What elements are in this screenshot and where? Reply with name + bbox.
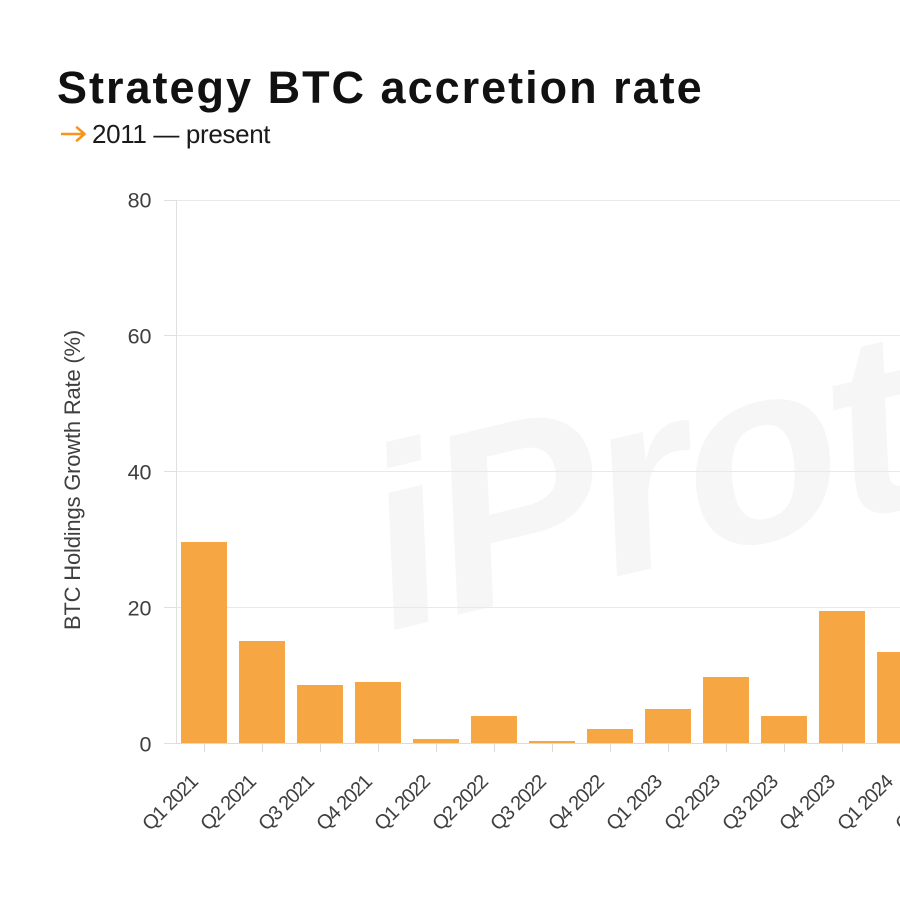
y-axis-tick (164, 607, 176, 609)
x-axis-line (175, 743, 900, 745)
gridline (175, 335, 900, 337)
x-axis-tick-label: Q1 2021 (138, 771, 203, 836)
x-axis-tick (783, 744, 785, 753)
y-axis-tick-label: 20 (127, 596, 152, 621)
y-axis-tick-label: 80 (127, 188, 152, 213)
x-axis-tick (667, 744, 669, 753)
bar-q4-2021 (355, 681, 402, 744)
x-axis-tick (436, 744, 438, 753)
x-axis-tick (262, 744, 264, 753)
bar-q1-2023 (644, 709, 691, 744)
x-axis-tick-label: Q3 2023 (717, 771, 782, 836)
y-axis-tick-label: 40 (127, 460, 152, 485)
x-axis-tick-label: Q2 2022 (428, 771, 493, 836)
y-axis-line (175, 199, 177, 744)
y-axis-tick-label: 0 (139, 732, 152, 757)
bar-q4-2023 (818, 610, 865, 744)
x-axis-tick (552, 744, 554, 753)
y-axis-tick (164, 335, 176, 337)
bar-q1-2024 (876, 652, 900, 744)
x-axis-tick (320, 744, 322, 753)
bar-q3-2021 (297, 684, 344, 744)
bar-q3-2023 (760, 716, 807, 744)
gridline (175, 607, 900, 609)
x-axis-tick-label: Q3 2021 (254, 771, 319, 836)
y-axis-tick (164, 471, 176, 473)
x-axis-tick (610, 744, 612, 753)
y-axis-tick (164, 199, 176, 201)
bar-q2-2021 (239, 640, 286, 744)
arrow-right-icon (61, 126, 86, 142)
x-axis-tick-label: Q1 2023 (601, 771, 666, 836)
x-axis-tick-label: Q4 2023 (775, 771, 840, 836)
x-axis-tick-label: Q3 2022 (486, 771, 550, 836)
bar-q1-2021 (181, 542, 228, 744)
y-axis-tick (164, 743, 176, 745)
y-axis-tick-label: 60 (127, 324, 152, 349)
x-axis-tick (378, 744, 380, 753)
x-axis-tick-label: Q1 2024 (833, 771, 898, 836)
watermark: iProtos (336, 212, 900, 685)
chart-title: Strategy BTC accretion rate (57, 62, 704, 113)
x-axis-tick-label: Q2 2021 (196, 771, 261, 836)
bar-q3-2022 (529, 740, 576, 744)
chart-subtitle: 2011 — present (61, 119, 271, 149)
x-axis-tick (725, 744, 727, 753)
gridline (175, 199, 900, 201)
x-axis-tick-label: Q1 2022 (370, 771, 435, 836)
y-axis-title: BTC Holdings Growth Rate (%) (60, 329, 85, 631)
x-axis-tick-label: Q2 2024 (891, 772, 900, 836)
gridline (175, 471, 900, 473)
bar-q1-2022 (413, 739, 460, 744)
bar-q4-2022 (587, 729, 634, 744)
x-axis-tick (204, 744, 206, 753)
bar-q2-2022 (471, 716, 518, 744)
x-axis-tick (841, 744, 843, 753)
x-axis-tick-label: Q2 2023 (659, 771, 724, 836)
x-axis-tick-label: Q4 2021 (312, 771, 377, 836)
chart-subtitle-text: 2011 — present (92, 119, 271, 149)
x-axis-tick (494, 744, 496, 753)
bar-q2-2023 (702, 677, 749, 744)
x-axis-tick-label: Q4 2022 (544, 771, 608, 836)
